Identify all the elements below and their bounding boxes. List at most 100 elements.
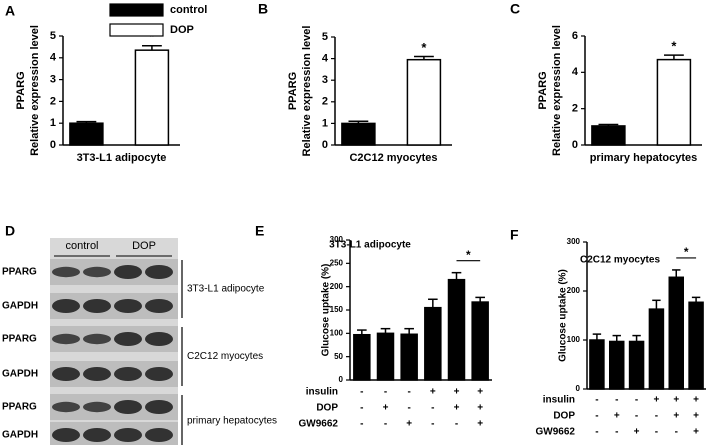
y-axis-label: PPARG bbox=[15, 71, 27, 109]
treatment-sign: - bbox=[595, 427, 598, 438]
y-tick-label: 0 bbox=[339, 375, 344, 384]
y-tick-label: 250 bbox=[330, 258, 344, 267]
blot-band bbox=[145, 332, 173, 346]
chart-title: 3T3-L1 adipocyte bbox=[329, 240, 411, 251]
significance-marker: * bbox=[421, 40, 427, 55]
treatment-label: insulin bbox=[543, 395, 575, 406]
y-tick-label: 200 bbox=[567, 286, 581, 295]
blot-row-label: GAPDH bbox=[2, 430, 38, 441]
treatment-sign: + bbox=[693, 411, 699, 422]
treatment-sign: + bbox=[693, 395, 699, 406]
y-tick-label: 200 bbox=[330, 282, 344, 291]
treatment-sign: - bbox=[360, 403, 363, 414]
treatment-label: GW9662 bbox=[299, 419, 339, 430]
y-tick-label: 0 bbox=[576, 384, 581, 393]
bar bbox=[668, 276, 684, 390]
blot-row-label: GAPDH bbox=[2, 369, 38, 380]
cell-line-label: 3T3-L1 adipocyte bbox=[187, 284, 265, 295]
treatment-label: DOP bbox=[316, 403, 338, 414]
x-axis-label: primary hepatocytes bbox=[590, 152, 698, 164]
significance-label: * bbox=[684, 245, 689, 259]
treatment-sign: + bbox=[477, 387, 483, 398]
treatment-sign: - bbox=[595, 395, 598, 406]
bar bbox=[353, 333, 371, 381]
bar bbox=[656, 58, 692, 146]
y-tick-label: 5 bbox=[322, 31, 328, 43]
treatment-sign: - bbox=[455, 419, 458, 430]
treatment-label: insulin bbox=[306, 387, 338, 398]
y-tick-label: 3 bbox=[322, 74, 328, 86]
treatment-sign: + bbox=[693, 427, 699, 438]
treatment-sign: + bbox=[614, 411, 620, 422]
significance-marker: * bbox=[671, 39, 677, 54]
blot-band bbox=[52, 299, 80, 313]
blot-row-label: PPARG bbox=[2, 267, 37, 278]
treatment-sign: + bbox=[673, 411, 679, 422]
blot-band bbox=[145, 299, 173, 313]
treatment-sign: - bbox=[431, 403, 434, 414]
treatment-sign: + bbox=[454, 403, 460, 414]
blot-band bbox=[114, 332, 142, 346]
blot-band bbox=[114, 299, 142, 313]
bar bbox=[609, 340, 625, 390]
y-tick-label: 300 bbox=[567, 237, 581, 246]
blot-band bbox=[83, 299, 111, 313]
y-tick-label: 0 bbox=[50, 139, 56, 151]
cell-line-label: C2C12 myocytes bbox=[187, 351, 263, 362]
bar bbox=[400, 333, 418, 381]
blot-band bbox=[83, 333, 111, 345]
bar bbox=[424, 306, 442, 381]
bar bbox=[406, 58, 442, 146]
blot-band bbox=[145, 265, 173, 279]
blot-band bbox=[145, 400, 173, 414]
treatment-sign: - bbox=[635, 395, 638, 406]
treatment-sign: + bbox=[383, 403, 389, 414]
bar bbox=[688, 301, 704, 390]
bar bbox=[134, 49, 170, 146]
bar bbox=[648, 308, 665, 390]
treatment-sign: + bbox=[653, 395, 659, 406]
blot-row-label: PPARG bbox=[2, 334, 37, 345]
y-tick-label: 50 bbox=[334, 352, 343, 361]
treatment-sign: + bbox=[430, 387, 436, 398]
y-tick-label: 150 bbox=[330, 305, 344, 314]
legend-label: control bbox=[170, 4, 207, 16]
bar bbox=[341, 122, 376, 146]
treatment-sign: - bbox=[655, 411, 658, 422]
blot-band bbox=[114, 367, 142, 381]
treatment-sign: - bbox=[615, 427, 618, 438]
treatment-sign: + bbox=[634, 427, 640, 438]
panel-label: F bbox=[510, 227, 519, 243]
bar bbox=[471, 301, 489, 381]
blot-band bbox=[114, 428, 142, 442]
y-axis-label: Relative expression level bbox=[29, 25, 41, 156]
legend-label: DOP bbox=[170, 24, 194, 36]
treatment-label: GW9662 bbox=[536, 427, 576, 438]
blot-band bbox=[83, 367, 111, 381]
y-axis-label: PPARG bbox=[287, 72, 299, 110]
blot-row-label: GAPDH bbox=[2, 301, 38, 312]
bar bbox=[376, 332, 395, 381]
blot-band bbox=[83, 266, 111, 278]
y-tick-label: 1 bbox=[50, 117, 56, 129]
panel-label: D bbox=[5, 223, 15, 239]
significance-marker: * bbox=[149, 29, 155, 44]
y-tick-label: 2 bbox=[322, 96, 328, 108]
chart-title: C2C12 myocytes bbox=[580, 255, 660, 266]
treatment-sign: - bbox=[407, 387, 410, 398]
panel-label: C bbox=[510, 1, 520, 17]
blot-band bbox=[52, 401, 80, 413]
blot-band bbox=[83, 428, 111, 442]
blot-band bbox=[52, 266, 80, 278]
blot-strip bbox=[50, 422, 178, 445]
legend-swatch bbox=[109, 23, 164, 37]
bar bbox=[628, 340, 645, 390]
significance-label: * bbox=[466, 248, 471, 262]
treatment-sign: - bbox=[384, 387, 387, 398]
legend-swatch bbox=[109, 3, 164, 17]
y-axis-label: Glucose uptake (%) bbox=[321, 264, 332, 357]
y-tick-label: 300 bbox=[330, 235, 344, 244]
treatment-sign: - bbox=[360, 419, 363, 430]
bar bbox=[589, 339, 605, 390]
